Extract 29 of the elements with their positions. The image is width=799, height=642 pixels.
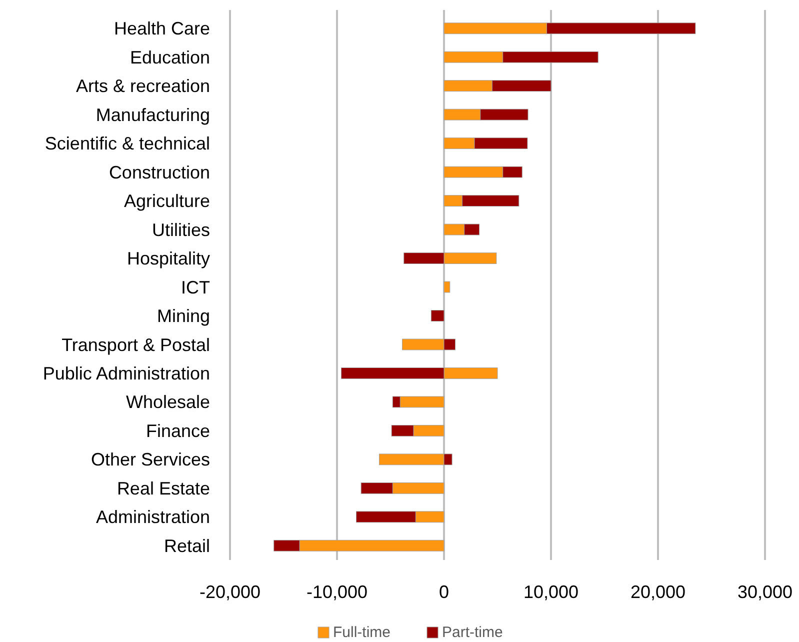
x-tick-label: 0 [438, 582, 450, 602]
y-tick-label: Agriculture [124, 191, 210, 212]
y-tick-label: Health Care [114, 18, 210, 39]
legend-label: Full-time [333, 624, 391, 641]
y-tick-label: Retail [164, 536, 210, 556]
y-tick-label: Transport & Postal [62, 334, 210, 355]
y-tick-label: Wholesale [126, 392, 210, 412]
x-tick-label: -10,000 [306, 582, 368, 602]
legend-label: Part-time [442, 624, 503, 641]
y-tick-label: Education [130, 47, 210, 68]
y-tick-label: Mining [156, 306, 210, 326]
x-tick-label: -20,000 [199, 582, 261, 602]
bar [444, 281, 450, 293]
y-tick-label: Scientific & technical [44, 134, 210, 154]
y-tick-label: Administration [96, 507, 210, 528]
y-tick-label: Construction [108, 162, 210, 182]
y-tick-label: Arts & recreation [76, 76, 210, 96]
y-tick-label: Utilities [152, 220, 210, 240]
y-tick-label: Public Administration [42, 364, 210, 384]
y-tick-label: Finance [146, 420, 210, 441]
y-tick-label: Hospitality [126, 248, 210, 269]
bar [430, 310, 444, 322]
y-tick-label: Manufacturing [96, 104, 210, 125]
x-tick-label: 20,000 [630, 582, 686, 602]
y-tick-label: Other Services [90, 450, 210, 470]
x-tick-label: 10,000 [523, 582, 579, 602]
y-tick-label: ICT [181, 277, 210, 298]
y-tick-label: Real Estate [116, 478, 210, 498]
x-tick-label: 30,000 [737, 582, 793, 602]
